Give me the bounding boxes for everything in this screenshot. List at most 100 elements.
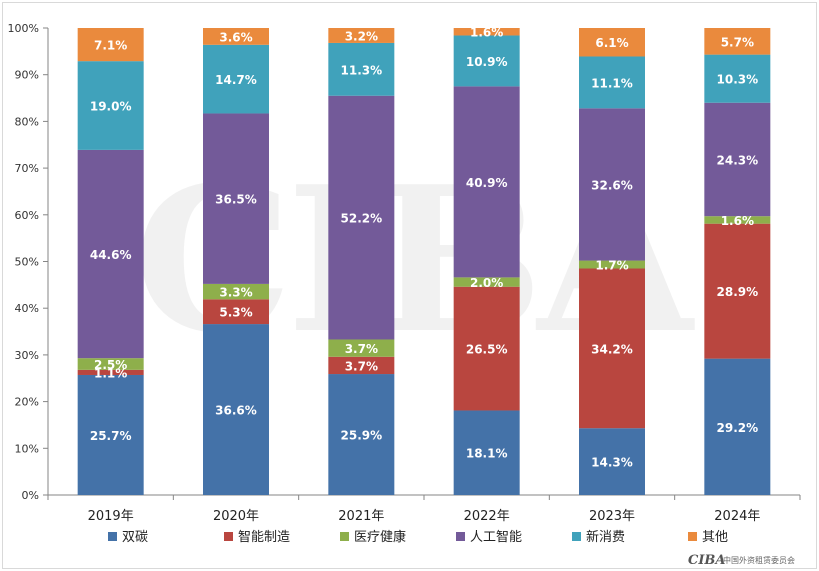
data-label: 5.7%	[721, 35, 754, 49]
legend-swatch	[456, 532, 465, 541]
y-tick-label: 20%	[15, 396, 39, 409]
bar-segment	[453, 28, 520, 36]
y-tick-label: 30%	[15, 349, 39, 362]
bar-segment	[77, 61, 144, 150]
legend-swatch	[224, 532, 233, 541]
data-label: 32.6%	[591, 178, 633, 192]
bar-segment	[203, 28, 269, 45]
y-tick-label: 0%	[22, 489, 39, 502]
y-tick-label: 40%	[15, 302, 39, 315]
legend-label: 智能制造	[238, 530, 290, 545]
data-label: 2.0%	[470, 276, 503, 290]
axes: 0% 10% 20% 30% 40% 50% 60% 70% 80% 90% 100% 2019年 20…	[8, 22, 801, 524]
data-label: 28.9%	[717, 285, 759, 299]
data-label: 10.3%	[717, 73, 759, 87]
data-label: 18.1%	[466, 447, 508, 461]
legend-label: 双碳	[122, 530, 148, 545]
y-tick-label: 60%	[15, 209, 39, 222]
bar-segment	[203, 113, 269, 284]
bar-segment	[328, 339, 395, 357]
data-label: 44.6%	[90, 248, 132, 262]
legend-label: 人工智能	[470, 530, 522, 545]
logo: CIBA 中国外资租赁委员会	[688, 553, 795, 568]
data-label: 1.1%	[94, 366, 127, 380]
data-label: 11.1%	[591, 76, 633, 90]
legend-label: 其他	[702, 530, 728, 545]
x-tick-label: 2021年	[338, 509, 384, 524]
bar-segment	[704, 223, 771, 359]
bar-segment	[704, 28, 771, 55]
data-label: 3.6%	[219, 30, 252, 44]
x-tick-label: 2024年	[714, 509, 760, 524]
y-tick-label: 50%	[15, 256, 39, 269]
data-label: 14.7%	[215, 73, 257, 87]
bar-segment	[77, 28, 144, 62]
data-label: 2.5%	[94, 358, 127, 372]
data-label: 26.5%	[466, 343, 508, 357]
y-tick-label: 90%	[15, 69, 39, 82]
bar-segment	[328, 95, 395, 340]
bar-segment	[453, 86, 520, 278]
data-label: 3.7%	[345, 359, 378, 373]
data-label: 36.6%	[215, 404, 257, 418]
x-tick-label: 2020年	[213, 509, 259, 524]
legend-label: 新消费	[586, 529, 625, 545]
data-label: 19.0%	[90, 100, 132, 114]
data-label: 3.2%	[345, 29, 378, 43]
data-label: 25.7%	[90, 429, 132, 443]
y-tick-label: 80%	[15, 115, 39, 128]
bar-segment	[77, 374, 144, 495]
bar-segment	[328, 374, 395, 495]
bar-segment	[203, 283, 269, 300]
bar-segment	[579, 268, 645, 429]
legend-swatch	[340, 532, 349, 541]
data-label: 34.2%	[591, 342, 633, 356]
bar-segment	[77, 369, 144, 375]
data-labels: 25.7% 1.1%2.5% 44.6% 19.0% 7.1% 36.6% 5.3% 3.3%…	[90, 26, 758, 470]
bar-segment	[579, 260, 645, 269]
data-label: 1.6%	[721, 214, 754, 228]
legend-label: 医疗健康	[354, 529, 406, 545]
bar-segment	[203, 44, 269, 114]
data-label: 14.3%	[591, 456, 633, 470]
y-tick-label: 100%	[8, 22, 39, 35]
data-label: 36.5%	[215, 193, 257, 207]
bar-segment	[203, 324, 269, 495]
bar-segment	[328, 42, 395, 96]
bars	[77, 28, 771, 495]
x-tick-label: 2019年	[88, 509, 134, 524]
bar-segment	[579, 28, 645, 57]
data-label: 10.9%	[466, 55, 508, 69]
data-label: 11.3%	[341, 63, 383, 77]
data-label: 3.7%	[345, 342, 378, 356]
bar-segment	[579, 108, 645, 261]
legend: 双碳 智能制造 医疗健康 人工智能 新消费 其他	[108, 529, 728, 545]
bar-segment	[328, 28, 395, 43]
legend-swatch	[688, 532, 697, 541]
data-label: 40.9%	[466, 176, 508, 190]
legend-swatch	[108, 532, 117, 541]
bar-segment	[328, 356, 395, 375]
x-tick-label: 2023年	[589, 509, 635, 524]
bar-segment	[203, 299, 269, 325]
y-tick-label: 70%	[15, 162, 39, 175]
data-label: 5.3%	[219, 306, 252, 320]
logo-caption: 中国外资租赁委员会	[723, 555, 795, 565]
bar-segment	[579, 56, 645, 109]
data-label: 24.3%	[717, 153, 759, 167]
bar-segment	[704, 54, 771, 103]
x-tick-label: 2022年	[464, 509, 510, 524]
legend-swatch	[572, 532, 581, 541]
data-label: 1.6%	[470, 26, 503, 40]
logo-mark: CIBA	[688, 553, 726, 568]
data-label: 52.2%	[341, 212, 383, 226]
data-label: 7.1%	[94, 39, 127, 53]
bar-segment	[77, 358, 144, 370]
data-label: 25.9%	[341, 429, 383, 443]
bar-segment	[453, 277, 520, 287]
bar-segment	[77, 149, 144, 359]
bar-segment	[453, 286, 520, 411]
data-label: 29.2%	[717, 421, 759, 435]
bar-segment	[704, 102, 771, 217]
